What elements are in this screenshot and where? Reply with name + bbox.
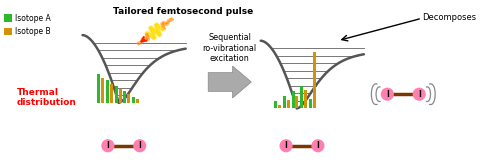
Bar	[296, 96, 299, 108]
Bar	[274, 101, 277, 108]
Bar	[119, 89, 121, 103]
Bar	[136, 99, 139, 103]
Bar	[123, 91, 126, 103]
Bar	[278, 104, 281, 108]
Circle shape	[381, 88, 394, 101]
Circle shape	[133, 139, 146, 152]
Bar	[106, 80, 109, 103]
Bar	[127, 94, 131, 103]
Text: Decomposes: Decomposes	[422, 13, 476, 22]
Bar	[283, 96, 286, 108]
Bar	[291, 91, 295, 108]
Text: I: I	[316, 141, 319, 150]
Text: I: I	[386, 90, 389, 99]
Bar	[309, 99, 312, 108]
Bar	[110, 84, 113, 103]
Bar	[4, 28, 12, 35]
Text: I: I	[138, 141, 141, 150]
Text: I: I	[418, 90, 420, 99]
Bar	[115, 86, 118, 103]
Circle shape	[312, 139, 324, 152]
Polygon shape	[208, 66, 252, 98]
Text: Sequential
ro-vibrational
excitation: Sequential ro-vibrational excitation	[203, 33, 257, 63]
Text: Isotope A: Isotope A	[15, 14, 51, 23]
Bar	[101, 78, 104, 103]
Circle shape	[413, 88, 426, 101]
Text: Thermal
distribution: Thermal distribution	[17, 88, 77, 107]
Bar	[313, 52, 316, 108]
Text: I: I	[285, 141, 288, 150]
Bar	[97, 74, 100, 103]
Text: Tailored femtosecond pulse: Tailored femtosecond pulse	[113, 7, 253, 16]
Bar	[304, 90, 307, 108]
Text: Isotope B: Isotope B	[15, 27, 50, 36]
Bar	[300, 86, 303, 108]
Circle shape	[279, 139, 293, 152]
Bar	[132, 97, 135, 103]
Bar	[287, 100, 289, 108]
Bar	[4, 14, 12, 22]
Text: I: I	[107, 141, 109, 150]
Circle shape	[101, 139, 114, 152]
